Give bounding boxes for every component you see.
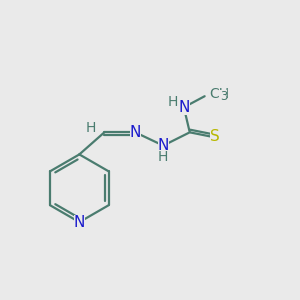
Text: H: H bbox=[167, 95, 178, 109]
Text: 3: 3 bbox=[220, 91, 227, 103]
Text: H: H bbox=[158, 150, 168, 164]
Text: N: N bbox=[158, 138, 169, 153]
Text: N: N bbox=[74, 214, 85, 230]
Text: H: H bbox=[86, 121, 96, 135]
Text: N: N bbox=[178, 100, 190, 115]
Text: S: S bbox=[211, 129, 220, 144]
Text: N: N bbox=[130, 125, 141, 140]
Text: CH: CH bbox=[209, 87, 229, 101]
